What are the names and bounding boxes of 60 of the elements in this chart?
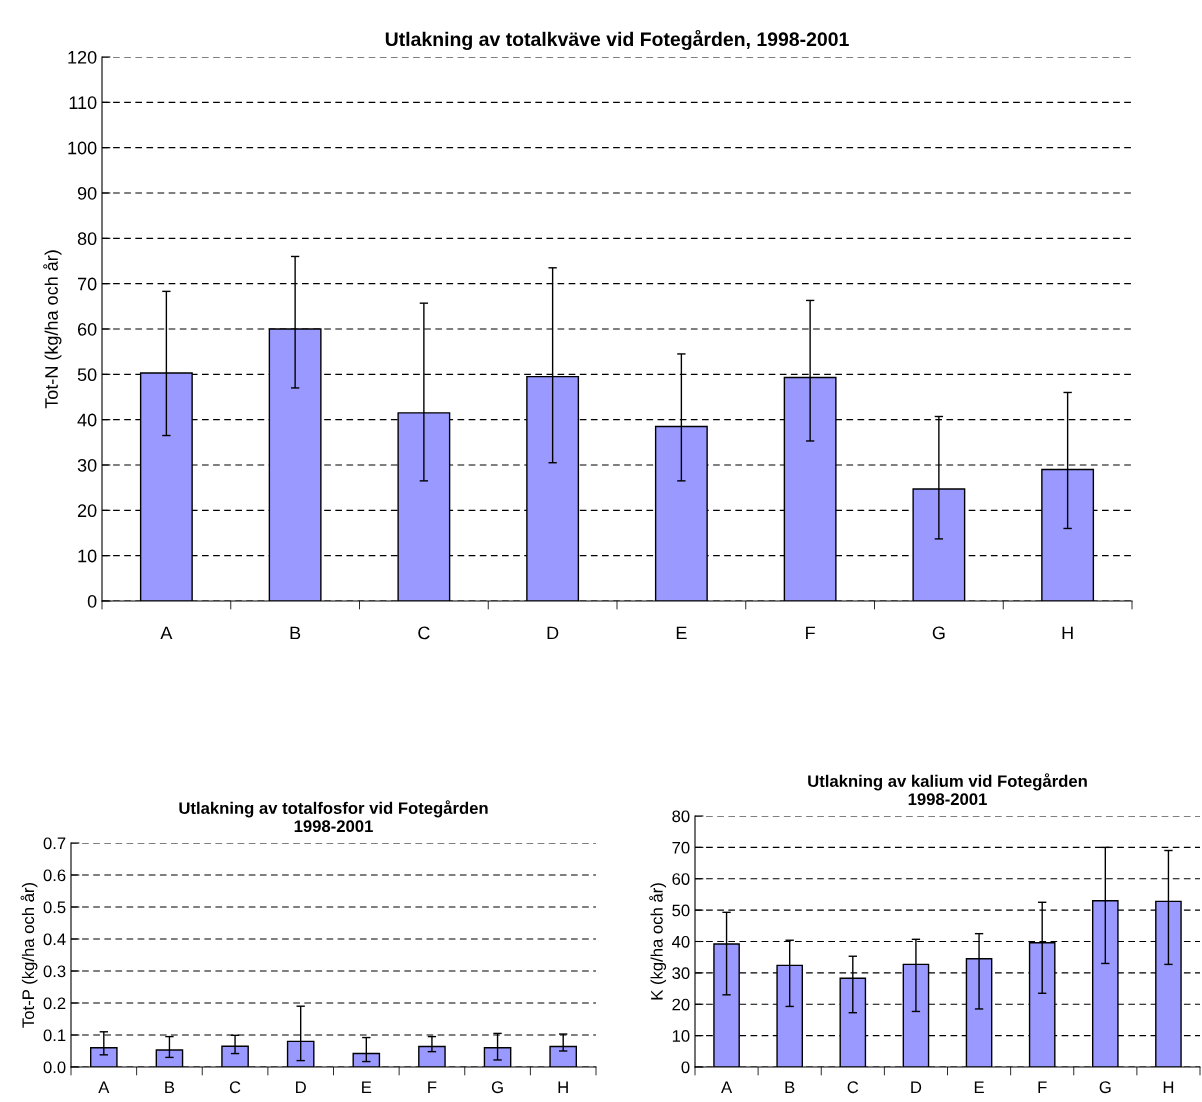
- x-tick-label: B: [785, 1081, 795, 1093]
- x-tick-label: E: [362, 1081, 372, 1093]
- y-tick-label: 40: [77, 413, 97, 427]
- y-tick-label: 70: [77, 277, 97, 291]
- y-tick-label: 110: [69, 96, 97, 110]
- x-tick-label: G: [932, 626, 945, 640]
- x-tick-label: F: [1038, 1081, 1047, 1093]
- y-tick-label: 0: [681, 1061, 690, 1074]
- x-tick-label: H: [1163, 1081, 1174, 1093]
- y-tick-label: 0.5: [43, 901, 66, 914]
- y-tick-label: 30: [77, 458, 97, 472]
- y-tick-label: 90: [77, 186, 97, 200]
- chart-title: Utlakning av totalfosfor vid Fotegården 1998-2001: [179, 800, 488, 833]
- x-tick-label: G: [1099, 1081, 1111, 1094]
- x-tick-label: A: [160, 626, 173, 640]
- y-tick-label: 120: [68, 50, 97, 64]
- y-tick-label: 40: [671, 935, 690, 948]
- x-tick-label: E: [676, 626, 687, 640]
- x-tick-label: H: [1062, 626, 1073, 640]
- x-tick-label: B: [290, 626, 301, 640]
- x-tick-label: A: [721, 1081, 733, 1093]
- y-axis-title: Tot-P (kg/ha och år): [20, 883, 38, 1028]
- y-tick-label: 0.6: [43, 869, 66, 882]
- x-tick-label: D: [547, 626, 559, 640]
- x-tick-label: F: [806, 626, 815, 640]
- y-tick-label: 50: [77, 368, 97, 382]
- y-tick-label: 10: [672, 1030, 690, 1042]
- x-tick-label: H: [558, 1081, 568, 1093]
- chart-title: Utlakning av totalkväve vid Fotegården, 1998-2001: [385, 29, 849, 51]
- x-tick-label: G: [491, 1081, 503, 1094]
- y-axis-title: K (kg/ha och år): [649, 883, 667, 1000]
- y-tick-label: 0.7: [43, 837, 66, 850]
- y-tick-label: 0.3: [43, 965, 66, 978]
- y-tick-label: 20: [672, 998, 690, 1011]
- y-tick-label: 60: [672, 873, 690, 885]
- y-tick-label: 0: [87, 594, 97, 608]
- y-tick-label: 80: [672, 810, 690, 823]
- y-axis-title: Tot-N (kg/ha och år): [43, 250, 62, 409]
- y-tick-label: 70: [672, 841, 690, 854]
- x-tick-label: A: [98, 1081, 110, 1093]
- x-tick-label: F: [428, 1081, 437, 1093]
- x-tick-label: C: [847, 1081, 859, 1094]
- x-tick-label: B: [165, 1081, 175, 1093]
- y-tick-label: 0.0: [43, 1061, 66, 1074]
- y-tick-label: 10: [78, 549, 97, 563]
- y-tick-label: 0.4: [43, 933, 66, 946]
- y-tick-label: 100: [68, 141, 97, 155]
- x-tick-label: D: [296, 1081, 306, 1093]
- x-tick-label: C: [229, 1081, 241, 1094]
- y-tick-label: 30: [672, 967, 690, 980]
- y-tick-label: 20: [77, 504, 97, 518]
- x-tick-label: D: [911, 1081, 922, 1093]
- y-tick-label: 50: [672, 904, 690, 917]
- y-tick-label: 0.1: [43, 1029, 66, 1042]
- y-tick-label: 80: [77, 232, 97, 246]
- y-tick-label: 60: [77, 322, 97, 336]
- x-tick-label: E: [974, 1081, 984, 1093]
- y-tick-label: 0.2: [43, 997, 66, 1010]
- x-tick-label: C: [418, 626, 430, 640]
- chart-title: Utlakning av kalium vid Fotegården 1998-2001: [808, 773, 1087, 806]
